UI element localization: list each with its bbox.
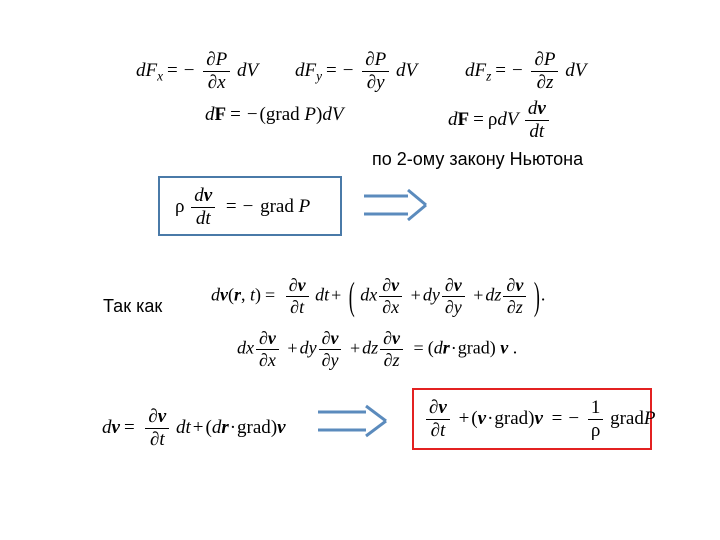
eq-dv-expand: dv(r, t)= ∂v∂t dt+ ( dx∂v∂x +dy∂v∂y +dz∂… — [211, 276, 545, 317]
eq-euler: ∂v∂t +(v·grad)v =− 1ρ gradP — [424, 398, 655, 441]
eq-df-rho: dF=ρdV dvdt — [448, 99, 551, 142]
eq-dfy: dFy=− ∂P∂y dV — [295, 50, 417, 93]
slide: dFx=− ∂P∂x dV dFy=− ∂P∂y dV dFz=− ∂P∂z d… — [0, 0, 720, 540]
eq-dr-grad: dx∂v∂x +dy∂v∂y +dz∂v∂z =(dr·grad) v . — [237, 329, 517, 370]
label-since: Так как — [103, 296, 162, 317]
eq-df-grad: dF=−(grad P)dV — [205, 104, 343, 126]
arrow-1 — [362, 188, 432, 222]
eq-dfx: dFx=− ∂P∂x dV — [136, 50, 258, 93]
eq-blue: ρ dvdt =− grad P — [175, 186, 310, 229]
eq-dfz: dFz=− ∂P∂z dV — [465, 50, 586, 93]
arrow-2 — [316, 404, 392, 438]
label-newton: по 2-ому закону Ньютона — [372, 149, 583, 170]
eq-dv-final: dv= ∂v∂t dt+(dr·grad)v — [102, 407, 286, 450]
